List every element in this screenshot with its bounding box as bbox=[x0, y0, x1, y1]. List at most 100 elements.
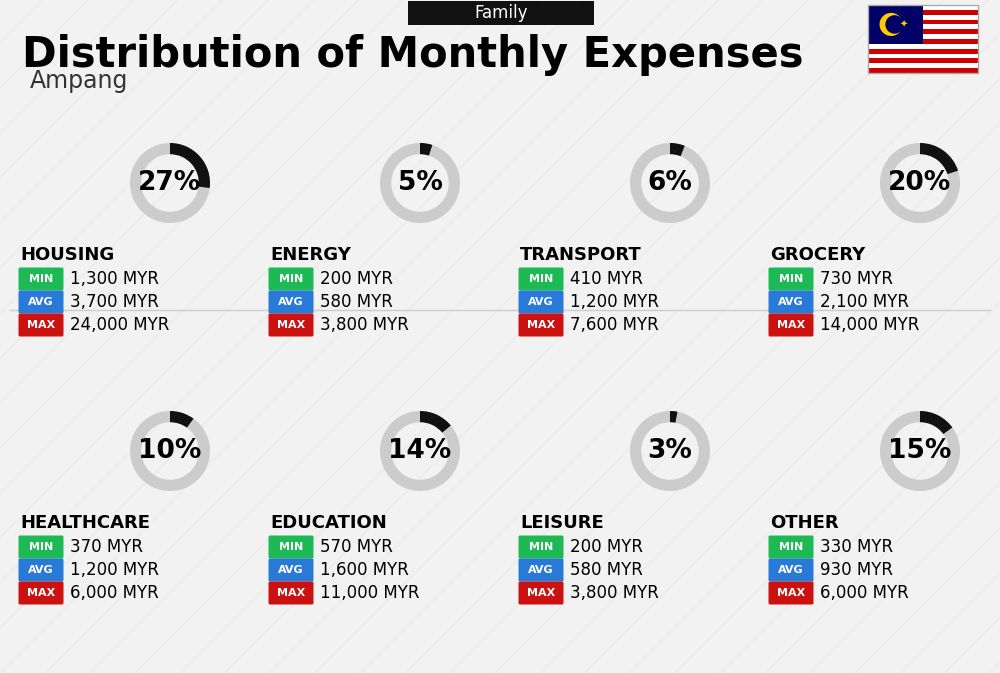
FancyBboxPatch shape bbox=[408, 1, 594, 25]
Text: 15%: 15% bbox=[888, 438, 952, 464]
FancyBboxPatch shape bbox=[768, 314, 814, 336]
FancyBboxPatch shape bbox=[268, 314, 314, 336]
Wedge shape bbox=[630, 143, 710, 223]
FancyBboxPatch shape bbox=[868, 19, 978, 24]
Text: 580 MYR: 580 MYR bbox=[320, 293, 393, 311]
Text: 570 MYR: 570 MYR bbox=[320, 538, 393, 556]
Text: MIN: MIN bbox=[529, 274, 553, 284]
Text: 330 MYR: 330 MYR bbox=[820, 538, 893, 556]
FancyBboxPatch shape bbox=[868, 63, 978, 68]
Text: MIN: MIN bbox=[779, 542, 803, 552]
FancyBboxPatch shape bbox=[868, 43, 978, 48]
Text: 200 MYR: 200 MYR bbox=[320, 270, 393, 288]
Text: 370 MYR: 370 MYR bbox=[70, 538, 143, 556]
Text: 11,000 MYR: 11,000 MYR bbox=[320, 584, 420, 602]
FancyBboxPatch shape bbox=[768, 291, 814, 314]
Wedge shape bbox=[880, 143, 960, 223]
Text: Family: Family bbox=[474, 4, 528, 22]
Text: 1,300 MYR: 1,300 MYR bbox=[70, 270, 159, 288]
FancyBboxPatch shape bbox=[268, 559, 314, 581]
Text: 24,000 MYR: 24,000 MYR bbox=[70, 316, 169, 334]
FancyBboxPatch shape bbox=[868, 38, 978, 44]
FancyBboxPatch shape bbox=[768, 536, 814, 559]
Text: MAX: MAX bbox=[777, 320, 805, 330]
Text: 580 MYR: 580 MYR bbox=[570, 561, 643, 579]
Text: TRANSPORT: TRANSPORT bbox=[520, 246, 642, 264]
FancyBboxPatch shape bbox=[868, 58, 978, 63]
Text: 6,000 MYR: 6,000 MYR bbox=[70, 584, 159, 602]
FancyBboxPatch shape bbox=[268, 267, 314, 291]
Text: 3,700 MYR: 3,700 MYR bbox=[70, 293, 159, 311]
Text: 3,800 MYR: 3,800 MYR bbox=[320, 316, 409, 334]
FancyBboxPatch shape bbox=[268, 581, 314, 604]
Text: AVG: AVG bbox=[278, 565, 304, 575]
Circle shape bbox=[880, 13, 902, 35]
Text: GROCERY: GROCERY bbox=[770, 246, 865, 264]
Text: 14,000 MYR: 14,000 MYR bbox=[820, 316, 919, 334]
FancyBboxPatch shape bbox=[518, 267, 564, 291]
FancyBboxPatch shape bbox=[868, 34, 978, 39]
Wedge shape bbox=[170, 411, 194, 428]
FancyBboxPatch shape bbox=[868, 48, 978, 54]
Text: MAX: MAX bbox=[527, 320, 555, 330]
Text: 3%: 3% bbox=[648, 438, 692, 464]
Text: 1,200 MYR: 1,200 MYR bbox=[70, 561, 159, 579]
Text: AVG: AVG bbox=[778, 565, 804, 575]
Text: MAX: MAX bbox=[527, 588, 555, 598]
Text: 1,600 MYR: 1,600 MYR bbox=[320, 561, 409, 579]
Wedge shape bbox=[920, 411, 952, 434]
FancyBboxPatch shape bbox=[768, 267, 814, 291]
Text: 27%: 27% bbox=[138, 170, 202, 196]
Wedge shape bbox=[170, 143, 210, 188]
Text: ENERGY: ENERGY bbox=[270, 246, 351, 264]
FancyBboxPatch shape bbox=[518, 291, 564, 314]
Text: AVG: AVG bbox=[28, 297, 54, 307]
FancyBboxPatch shape bbox=[868, 14, 978, 20]
Text: 7,600 MYR: 7,600 MYR bbox=[570, 316, 659, 334]
Wedge shape bbox=[420, 411, 451, 433]
Text: 20%: 20% bbox=[888, 170, 952, 196]
Text: MAX: MAX bbox=[277, 588, 305, 598]
Text: 10%: 10% bbox=[138, 438, 202, 464]
FancyBboxPatch shape bbox=[268, 536, 314, 559]
Text: AVG: AVG bbox=[778, 297, 804, 307]
Wedge shape bbox=[380, 143, 460, 223]
FancyBboxPatch shape bbox=[518, 314, 564, 336]
Text: LEISURE: LEISURE bbox=[520, 514, 604, 532]
Text: MIN: MIN bbox=[779, 274, 803, 284]
FancyBboxPatch shape bbox=[768, 581, 814, 604]
Text: 2,100 MYR: 2,100 MYR bbox=[820, 293, 909, 311]
Wedge shape bbox=[670, 143, 685, 156]
Text: AVG: AVG bbox=[278, 297, 304, 307]
Text: 410 MYR: 410 MYR bbox=[570, 270, 643, 288]
Text: HEALTHCARE: HEALTHCARE bbox=[20, 514, 150, 532]
Text: MAX: MAX bbox=[27, 320, 55, 330]
Wedge shape bbox=[920, 143, 958, 174]
Text: MAX: MAX bbox=[27, 588, 55, 598]
FancyBboxPatch shape bbox=[868, 53, 978, 59]
Wedge shape bbox=[130, 143, 210, 223]
Wedge shape bbox=[380, 411, 460, 491]
Text: 3,800 MYR: 3,800 MYR bbox=[570, 584, 659, 602]
FancyBboxPatch shape bbox=[868, 5, 978, 10]
Text: 6,000 MYR: 6,000 MYR bbox=[820, 584, 909, 602]
Text: HOUSING: HOUSING bbox=[20, 246, 114, 264]
Wedge shape bbox=[880, 411, 960, 491]
Text: AVG: AVG bbox=[528, 565, 554, 575]
FancyBboxPatch shape bbox=[18, 291, 64, 314]
Text: MIN: MIN bbox=[29, 542, 53, 552]
Text: ✦: ✦ bbox=[899, 20, 908, 30]
FancyBboxPatch shape bbox=[18, 267, 64, 291]
Text: 14%: 14% bbox=[388, 438, 452, 464]
Wedge shape bbox=[670, 411, 677, 423]
Text: MAX: MAX bbox=[777, 588, 805, 598]
FancyBboxPatch shape bbox=[868, 9, 978, 15]
Text: 6%: 6% bbox=[648, 170, 692, 196]
FancyBboxPatch shape bbox=[518, 559, 564, 581]
Text: 930 MYR: 930 MYR bbox=[820, 561, 893, 579]
FancyBboxPatch shape bbox=[268, 291, 314, 314]
Text: MIN: MIN bbox=[279, 274, 303, 284]
Text: Distribution of Monthly Expenses: Distribution of Monthly Expenses bbox=[22, 34, 804, 76]
FancyBboxPatch shape bbox=[18, 559, 64, 581]
Text: Ampang: Ampang bbox=[30, 69, 128, 93]
